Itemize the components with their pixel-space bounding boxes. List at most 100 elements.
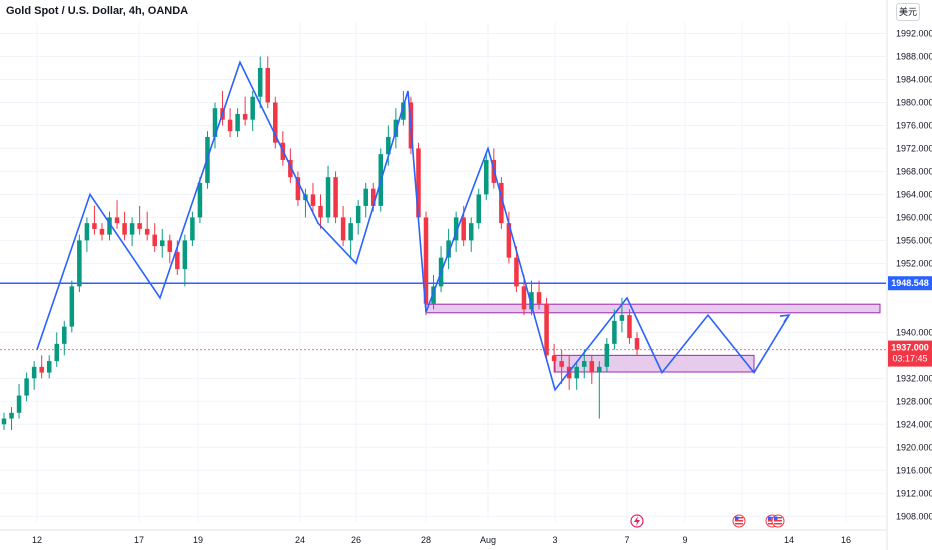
x-axis-tick: 17 xyxy=(134,535,144,545)
candle-body xyxy=(514,257,519,287)
flag-stripe xyxy=(768,523,776,525)
candle xyxy=(92,205,97,235)
candle xyxy=(129,217,135,247)
candle xyxy=(144,211,150,241)
candle-body xyxy=(574,366,579,379)
candle-body xyxy=(39,366,44,373)
candle xyxy=(273,96,278,149)
x-axis-tick: 14 xyxy=(784,535,794,545)
event-icons[interactable] xyxy=(630,514,785,528)
candle xyxy=(9,407,14,431)
candle-body xyxy=(77,240,82,287)
y-axis-tick: 1956.000 xyxy=(896,235,932,245)
candle xyxy=(107,211,112,241)
candle xyxy=(318,194,323,229)
candle xyxy=(250,90,255,132)
candle-body xyxy=(325,177,331,218)
y-axis-tick: 1984.000 xyxy=(896,74,932,84)
candle-body xyxy=(273,102,278,143)
candle-body xyxy=(235,113,240,132)
candle-body xyxy=(129,223,135,235)
candle xyxy=(242,96,248,126)
candle xyxy=(295,171,301,206)
candle-body xyxy=(544,303,549,356)
candle-body xyxy=(476,194,482,224)
lightning-event-icon[interactable] xyxy=(630,514,644,528)
blue-line-price-label: 1948.548 xyxy=(888,276,932,291)
candle-body xyxy=(144,228,150,235)
candle-body xyxy=(212,108,218,137)
candle-body xyxy=(1,418,7,425)
candle xyxy=(544,297,549,362)
x-axis-tick: 3 xyxy=(552,535,557,545)
candles xyxy=(1,56,640,431)
y-axis: 1992.000 1988.000 1984.000 1980.000 1976.000… xyxy=(886,0,932,550)
y-axis-tick: 1920.000 xyxy=(896,442,932,452)
candle-body xyxy=(536,292,542,304)
candle-body xyxy=(484,159,489,195)
candle xyxy=(99,223,105,241)
x-axis-tick: 7 xyxy=(624,535,629,545)
y-axis-tick: 1912.000 xyxy=(896,488,932,498)
flag-canton xyxy=(774,516,778,520)
candle-body xyxy=(92,223,97,229)
candle xyxy=(529,280,534,316)
candle-body xyxy=(340,217,346,241)
candle xyxy=(152,223,157,252)
y-axis-tick: 1980.000 xyxy=(896,97,932,107)
x-axis-tick: Aug xyxy=(480,535,496,545)
flag-stripe xyxy=(735,517,743,519)
candle-body xyxy=(122,223,127,235)
chart-title: Gold Spot / U.S. Dollar, 4h, OANDA xyxy=(6,5,189,17)
candle xyxy=(506,211,512,264)
candle xyxy=(355,200,361,235)
candle-body xyxy=(242,113,248,120)
candle xyxy=(39,355,44,379)
flag-canton xyxy=(768,516,772,520)
flag-stripe xyxy=(774,523,782,525)
candle xyxy=(265,56,271,109)
y-axis-tick: 1952.000 xyxy=(896,258,932,268)
zigzag-arrowhead xyxy=(779,314,791,323)
candle xyxy=(24,372,29,402)
x-axis-tick: 26 xyxy=(351,535,361,545)
candle xyxy=(476,188,482,229)
candle-body xyxy=(197,182,203,218)
candle-body xyxy=(46,361,52,373)
candle-body xyxy=(363,188,368,206)
candle xyxy=(54,332,60,367)
candle-body xyxy=(84,223,90,241)
candle xyxy=(46,355,52,379)
candle xyxy=(484,154,489,201)
candle-body xyxy=(310,194,316,206)
candle-body xyxy=(461,217,466,241)
candle xyxy=(235,108,240,137)
candle xyxy=(227,108,233,137)
blue-line-label-text: 1948.548 xyxy=(891,278,929,288)
y-axis-tick: 1992.000 xyxy=(896,28,932,38)
candle xyxy=(634,332,640,356)
x-axis-tick: 16 xyxy=(841,535,851,545)
candle-body xyxy=(250,96,255,120)
candle xyxy=(62,320,67,356)
y-axis-tick: 1924.000 xyxy=(896,419,932,429)
us-flag-event-icon[interactable] xyxy=(771,514,785,528)
candle xyxy=(468,217,474,252)
candle-body xyxy=(634,338,640,350)
candle xyxy=(597,361,602,419)
candle xyxy=(69,280,75,333)
candle-body xyxy=(107,217,112,235)
y-axis-tick: 1960.000 xyxy=(896,212,932,222)
x-axis-tick: 19 xyxy=(193,535,203,545)
us-flag-event-icon[interactable] xyxy=(732,514,746,528)
candle-body xyxy=(401,102,406,120)
candle-body xyxy=(257,67,263,97)
candle xyxy=(16,384,22,419)
candle-body xyxy=(9,412,14,419)
candle-body xyxy=(355,205,361,224)
currency-button[interactable]: 美元 xyxy=(896,3,920,21)
flag-stripe xyxy=(774,520,782,522)
candle xyxy=(627,309,632,344)
candle xyxy=(84,217,90,252)
